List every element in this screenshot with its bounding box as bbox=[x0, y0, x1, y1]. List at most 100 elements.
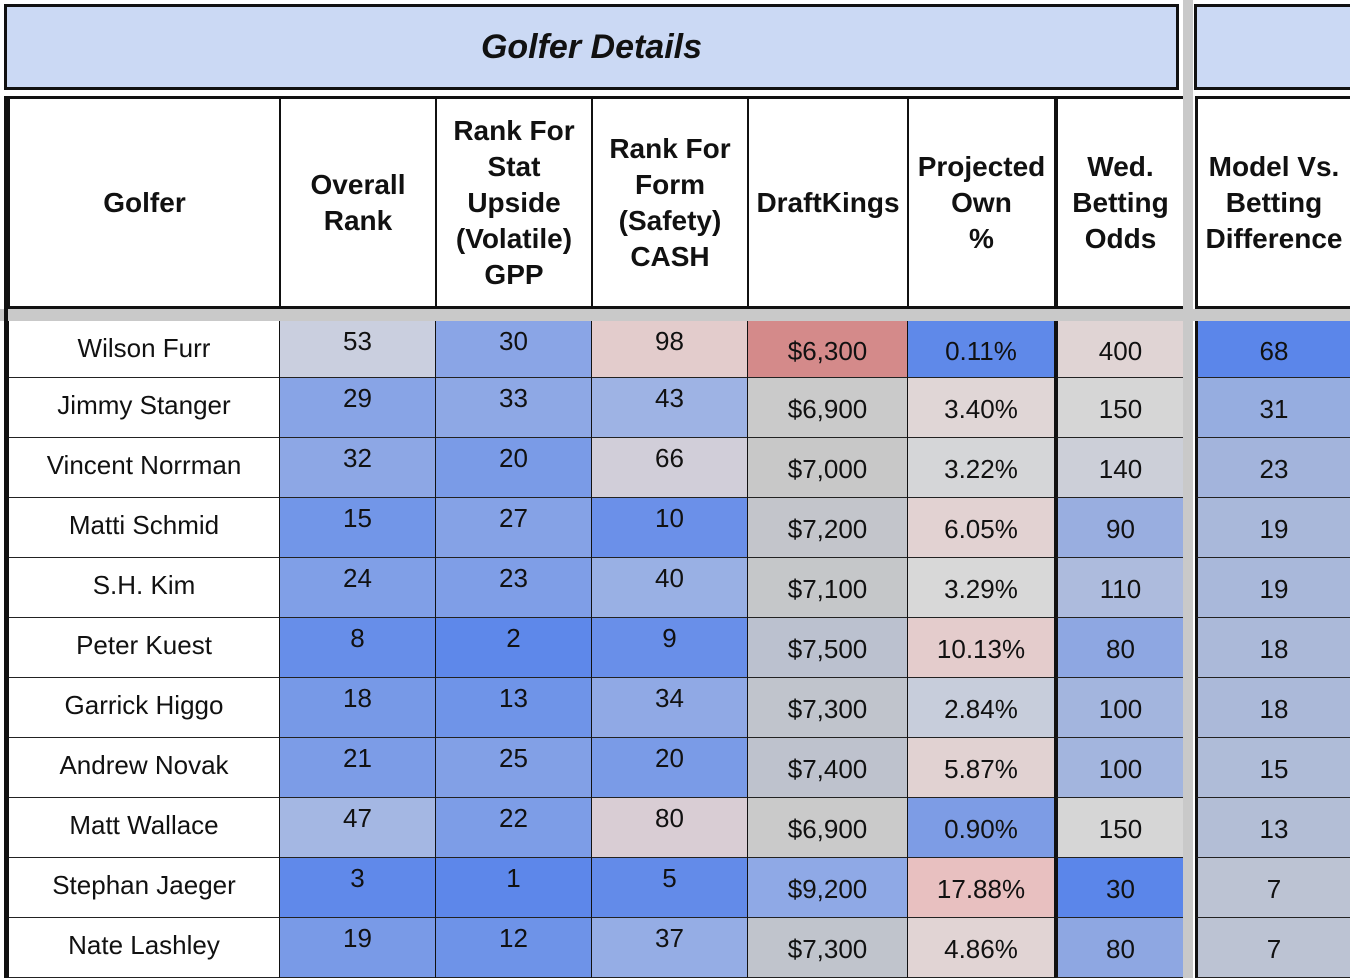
model-vs-betting-cell[interactable]: 19 bbox=[1195, 498, 1350, 558]
rank-stat-upside-cell[interactable]: 30 bbox=[435, 321, 591, 378]
overall-rank-cell[interactable]: 19 bbox=[279, 918, 435, 978]
projected-own-cell[interactable]: 5.87% bbox=[907, 738, 1054, 798]
header-rank-stat-upside: Rank For Stat Upside (Volatile) GPP bbox=[435, 96, 591, 309]
betting-odds-cell[interactable]: 30 bbox=[1054, 858, 1183, 918]
golfer-cell[interactable]: Matti Schmid bbox=[8, 498, 279, 558]
draftkings-salary-cell[interactable]: $7,300 bbox=[747, 678, 907, 738]
header-separator bbox=[0, 309, 1350, 321]
overall-rank-cell[interactable]: 3 bbox=[279, 858, 435, 918]
draftkings-salary-cell[interactable]: $7,000 bbox=[747, 438, 907, 498]
betting-odds-cell[interactable]: 100 bbox=[1054, 678, 1183, 738]
rank-stat-upside-cell[interactable]: 27 bbox=[435, 498, 591, 558]
model-vs-betting-cell[interactable]: 31 bbox=[1195, 378, 1350, 438]
model-vs-betting-cell[interactable]: 18 bbox=[1195, 678, 1350, 738]
rank-stat-upside-cell[interactable]: 20 bbox=[435, 438, 591, 498]
golfer-cell[interactable]: Garrick Higgo bbox=[8, 678, 279, 738]
header-model-vs-betting: Model Vs. Betting Difference bbox=[1195, 96, 1350, 309]
model-vs-betting-cell[interactable]: 19 bbox=[1195, 558, 1350, 618]
projected-own-cell[interactable]: 0.11% bbox=[907, 321, 1054, 378]
model-vs-betting-cell[interactable]: 7 bbox=[1195, 858, 1350, 918]
projected-own-cell[interactable]: 17.88% bbox=[907, 858, 1054, 918]
rank-stat-upside-cell[interactable]: 22 bbox=[435, 798, 591, 858]
model-vs-betting-cell[interactable]: 68 bbox=[1195, 321, 1350, 378]
projected-own-cell[interactable]: 2.84% bbox=[907, 678, 1054, 738]
draftkings-salary-cell[interactable]: $6,900 bbox=[747, 378, 907, 438]
golfer-cell[interactable]: Vincent Norrman bbox=[8, 438, 279, 498]
overall-rank-cell[interactable]: 53 bbox=[279, 321, 435, 378]
overall-rank-cell[interactable]: 15 bbox=[279, 498, 435, 558]
rank-stat-upside-cell[interactable]: 13 bbox=[435, 678, 591, 738]
title-bar-extension bbox=[1194, 4, 1350, 90]
projected-own-cell[interactable]: 3.40% bbox=[907, 378, 1054, 438]
golfer-cell[interactable]: S.H. Kim bbox=[8, 558, 279, 618]
draftkings-salary-cell[interactable]: $6,900 bbox=[747, 798, 907, 858]
overall-rank-cell[interactable]: 29 bbox=[279, 378, 435, 438]
rank-form-cell[interactable]: 80 bbox=[591, 798, 747, 858]
overall-rank-cell[interactable]: 18 bbox=[279, 678, 435, 738]
projected-own-cell[interactable]: 4.86% bbox=[907, 918, 1054, 978]
draftkings-salary-cell[interactable]: $7,400 bbox=[747, 738, 907, 798]
header-projected-own: Projected Own % bbox=[907, 96, 1054, 309]
rank-form-cell[interactable]: 66 bbox=[591, 438, 747, 498]
overall-rank-cell[interactable]: 24 bbox=[279, 558, 435, 618]
header-golfer: Golfer bbox=[8, 96, 279, 309]
model-vs-betting-cell[interactable]: 13 bbox=[1195, 798, 1350, 858]
header-overall-rank: Overall Rank bbox=[279, 96, 435, 309]
rank-stat-upside-cell[interactable]: 1 bbox=[435, 858, 591, 918]
golfer-cell[interactable]: Peter Kuest bbox=[8, 618, 279, 678]
betting-odds-cell[interactable]: 400 bbox=[1054, 321, 1183, 378]
betting-odds-cell[interactable]: 110 bbox=[1054, 558, 1183, 618]
overall-rank-cell[interactable]: 32 bbox=[279, 438, 435, 498]
golfer-cell[interactable]: Wilson Furr bbox=[8, 321, 279, 378]
rank-form-cell[interactable]: 98 bbox=[591, 321, 747, 378]
overall-rank-cell[interactable]: 21 bbox=[279, 738, 435, 798]
column-separator bbox=[1183, 0, 1193, 978]
draftkings-salary-cell[interactable]: $7,300 bbox=[747, 918, 907, 978]
model-vs-betting-cell[interactable]: 23 bbox=[1195, 438, 1350, 498]
overall-rank-cell[interactable]: 8 bbox=[279, 618, 435, 678]
rank-stat-upside-cell[interactable]: 25 bbox=[435, 738, 591, 798]
draftkings-salary-cell[interactable]: $6,300 bbox=[747, 321, 907, 378]
model-vs-betting-cell[interactable]: 7 bbox=[1195, 918, 1350, 978]
rank-form-cell[interactable]: 40 bbox=[591, 558, 747, 618]
rank-stat-upside-cell[interactable]: 23 bbox=[435, 558, 591, 618]
model-vs-betting-cell[interactable]: 18 bbox=[1195, 618, 1350, 678]
projected-own-cell[interactable]: 0.90% bbox=[907, 798, 1054, 858]
rank-form-cell[interactable]: 34 bbox=[591, 678, 747, 738]
betting-odds-cell[interactable]: 80 bbox=[1054, 918, 1183, 978]
betting-odds-cell[interactable]: 140 bbox=[1054, 438, 1183, 498]
projected-own-cell[interactable]: 10.13% bbox=[907, 618, 1054, 678]
golfer-cell[interactable]: Andrew Novak bbox=[8, 738, 279, 798]
rank-stat-upside-cell[interactable]: 2 bbox=[435, 618, 591, 678]
rank-form-cell[interactable]: 10 bbox=[591, 498, 747, 558]
header-draftkings-salary: DraftKings bbox=[747, 96, 907, 309]
rank-form-cell[interactable]: 37 bbox=[591, 918, 747, 978]
projected-own-cell[interactable]: 6.05% bbox=[907, 498, 1054, 558]
overall-rank-cell[interactable]: 47 bbox=[279, 798, 435, 858]
betting-odds-cell[interactable]: 90 bbox=[1054, 498, 1183, 558]
rank-form-cell[interactable]: 5 bbox=[591, 858, 747, 918]
table-left-border bbox=[4, 96, 8, 978]
rank-form-cell[interactable]: 9 bbox=[591, 618, 747, 678]
golfer-cell[interactable]: Nate Lashley bbox=[8, 918, 279, 978]
rank-form-cell[interactable]: 20 bbox=[591, 738, 747, 798]
betting-odds-cell[interactable]: 150 bbox=[1054, 378, 1183, 438]
rank-form-cell[interactable]: 43 bbox=[591, 378, 747, 438]
projected-own-cell[interactable]: 3.22% bbox=[907, 438, 1054, 498]
golfer-details-title: Golfer Details bbox=[4, 4, 1179, 90]
rank-stat-upside-cell[interactable]: 33 bbox=[435, 378, 591, 438]
golfer-cell[interactable]: Jimmy Stanger bbox=[8, 378, 279, 438]
golfer-cell[interactable]: Stephan Jaeger bbox=[8, 858, 279, 918]
betting-odds-cell[interactable]: 80 bbox=[1054, 618, 1183, 678]
golfer-cell[interactable]: Matt Wallace bbox=[8, 798, 279, 858]
draftkings-salary-cell[interactable]: $7,500 bbox=[747, 618, 907, 678]
betting-odds-cell[interactable]: 100 bbox=[1054, 738, 1183, 798]
draftkings-salary-cell[interactable]: $7,100 bbox=[747, 558, 907, 618]
rank-stat-upside-cell[interactable]: 12 bbox=[435, 918, 591, 978]
model-vs-betting-cell[interactable]: 15 bbox=[1195, 738, 1350, 798]
projected-own-cell[interactable]: 3.29% bbox=[907, 558, 1054, 618]
betting-odds-cell[interactable]: 150 bbox=[1054, 798, 1183, 858]
draftkings-salary-cell[interactable]: $9,200 bbox=[747, 858, 907, 918]
draftkings-salary-cell[interactable]: $7,200 bbox=[747, 498, 907, 558]
header-betting-odds: Wed. Betting Odds bbox=[1054, 96, 1183, 309]
